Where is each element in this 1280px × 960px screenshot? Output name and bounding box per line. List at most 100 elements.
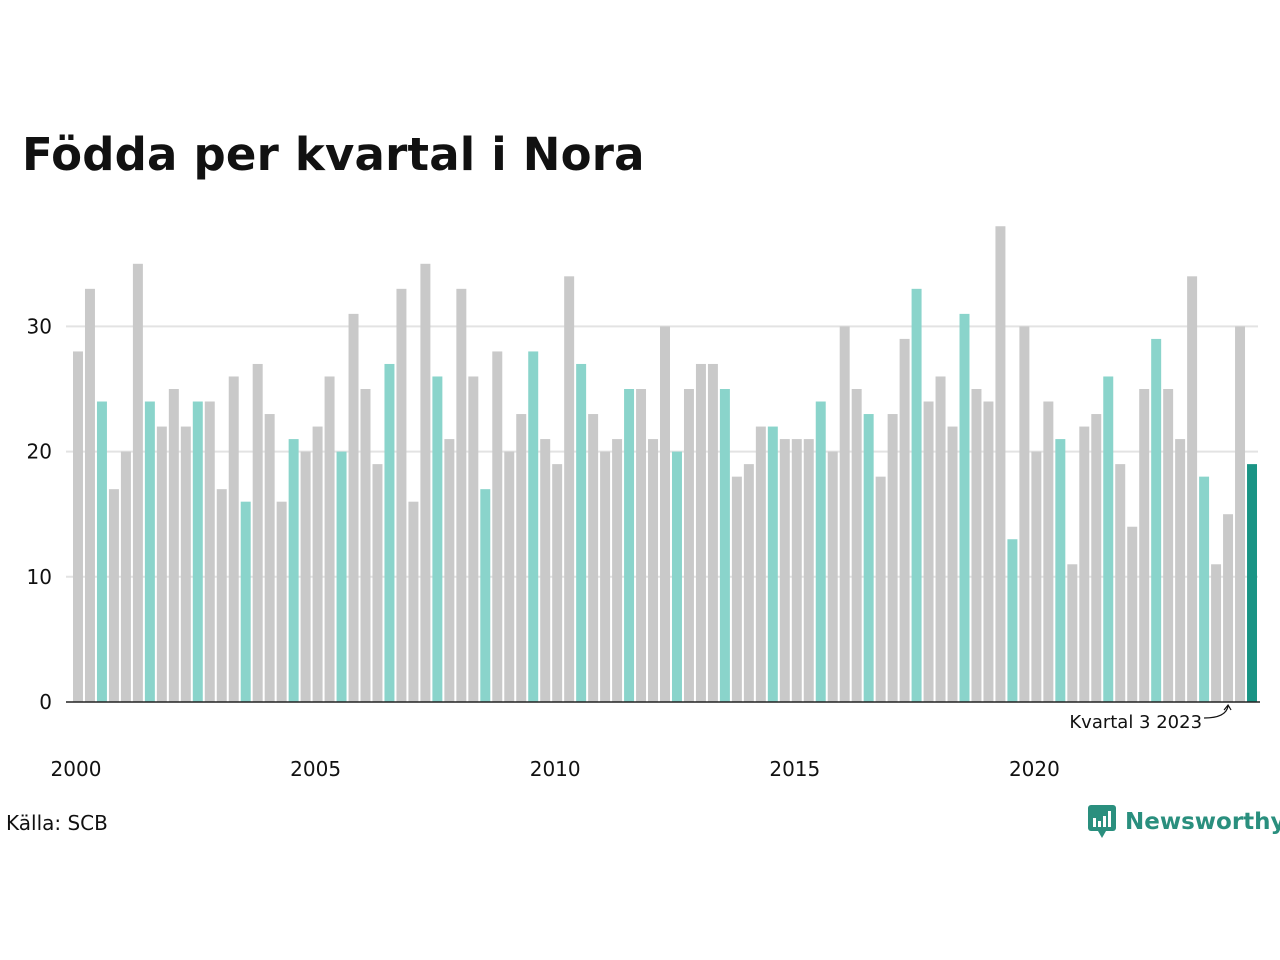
- bar: [169, 389, 179, 702]
- bar: [1043, 402, 1053, 702]
- bar: [337, 452, 347, 702]
- y-tick-labels: 0 10 20 30: [27, 314, 52, 714]
- bar: [97, 402, 107, 702]
- bar: [1007, 539, 1017, 702]
- bar: [780, 439, 790, 702]
- bar: [648, 439, 658, 702]
- bar: [325, 376, 335, 702]
- bar: [816, 402, 826, 702]
- bar: [1067, 564, 1077, 702]
- y-tick-label: 20: [27, 440, 52, 464]
- bar: [181, 427, 191, 702]
- bar: [492, 351, 502, 702]
- bar: [983, 402, 993, 702]
- newsworthy-chart-bubble-icon: [1087, 804, 1117, 840]
- bar: [265, 414, 275, 702]
- bar: [1151, 339, 1161, 702]
- bar: [361, 389, 371, 702]
- x-tick-label: 2020: [1009, 757, 1060, 781]
- bar: [948, 427, 958, 702]
- bar: [912, 289, 922, 702]
- bar: [217, 489, 227, 702]
- bar: [971, 389, 981, 702]
- bar: [828, 452, 838, 702]
- bar: [444, 439, 454, 702]
- bar: [289, 439, 299, 702]
- bar: [684, 389, 694, 702]
- bar: [804, 439, 814, 702]
- source-note: Källa: SCB: [6, 811, 108, 835]
- bar: [480, 489, 490, 702]
- x-tick-label: 2010: [530, 757, 581, 781]
- bar: [229, 376, 239, 702]
- bar: [660, 326, 670, 702]
- bar: [384, 364, 394, 702]
- y-tick-label: 0: [39, 690, 52, 714]
- bar: [1223, 514, 1233, 702]
- bar: [372, 464, 382, 702]
- bar: [516, 414, 526, 702]
- bar: [672, 452, 682, 702]
- bar: [157, 427, 167, 702]
- bar: [133, 264, 143, 702]
- bar: [612, 439, 622, 702]
- y-tick-label: 30: [27, 314, 52, 338]
- x-tick-labels: 2000 2005 2010 2015 2020: [51, 757, 1060, 781]
- bar: [468, 376, 478, 702]
- bar: [432, 376, 442, 702]
- bar: [241, 502, 251, 702]
- brand-name: Newsworthy: [1125, 809, 1280, 835]
- bar: [720, 389, 730, 702]
- bar: [313, 427, 323, 702]
- bar: [456, 289, 466, 702]
- bar: [744, 464, 754, 702]
- bar: [1199, 477, 1209, 702]
- bar: [696, 364, 706, 702]
- bar: [840, 326, 850, 702]
- bars: [73, 226, 1257, 702]
- bar: [564, 276, 574, 702]
- bar: [1079, 427, 1089, 702]
- bar: [708, 364, 718, 702]
- bar: [85, 289, 95, 702]
- bar: [277, 502, 287, 702]
- bar: [253, 364, 263, 702]
- bar: [1031, 452, 1041, 702]
- bar: [960, 314, 970, 702]
- bar: [193, 402, 203, 702]
- bar: [924, 402, 934, 702]
- bar: [73, 351, 83, 702]
- bar: [1175, 439, 1185, 702]
- bar: [756, 427, 766, 702]
- bar: [624, 389, 634, 702]
- bar: [768, 427, 778, 702]
- bar: [876, 477, 886, 702]
- bar: [1187, 276, 1197, 702]
- bar: [420, 264, 430, 702]
- bar: [1091, 414, 1101, 702]
- x-tick-label: 2015: [769, 757, 820, 781]
- bar: [396, 289, 406, 702]
- bar: [349, 314, 359, 702]
- bar: [995, 226, 1005, 702]
- bar: [504, 452, 514, 702]
- bar: [109, 489, 119, 702]
- bar: [792, 439, 802, 702]
- births-bar-chart: 0102030 2000 2005 2010 2015 2020 Kvartal 3 2…: [0, 0, 1280, 800]
- bar: [588, 414, 598, 702]
- bar: [1019, 326, 1029, 702]
- annotation: Kvartal 3 2023: [1069, 705, 1231, 733]
- bar: [1163, 389, 1173, 702]
- bar: [888, 414, 898, 702]
- bar: [732, 477, 742, 702]
- bar: [1055, 439, 1065, 702]
- annotation-arrow-icon: [1204, 705, 1231, 718]
- brand-logo: Newsworthy: [1087, 803, 1280, 841]
- annotation-label: Kvartal 3 2023: [1069, 712, 1202, 733]
- bar: [1211, 564, 1221, 702]
- bar: [636, 389, 646, 702]
- bar: [528, 351, 538, 702]
- bar: [936, 376, 946, 702]
- bar: [301, 452, 311, 702]
- bar: [852, 389, 862, 702]
